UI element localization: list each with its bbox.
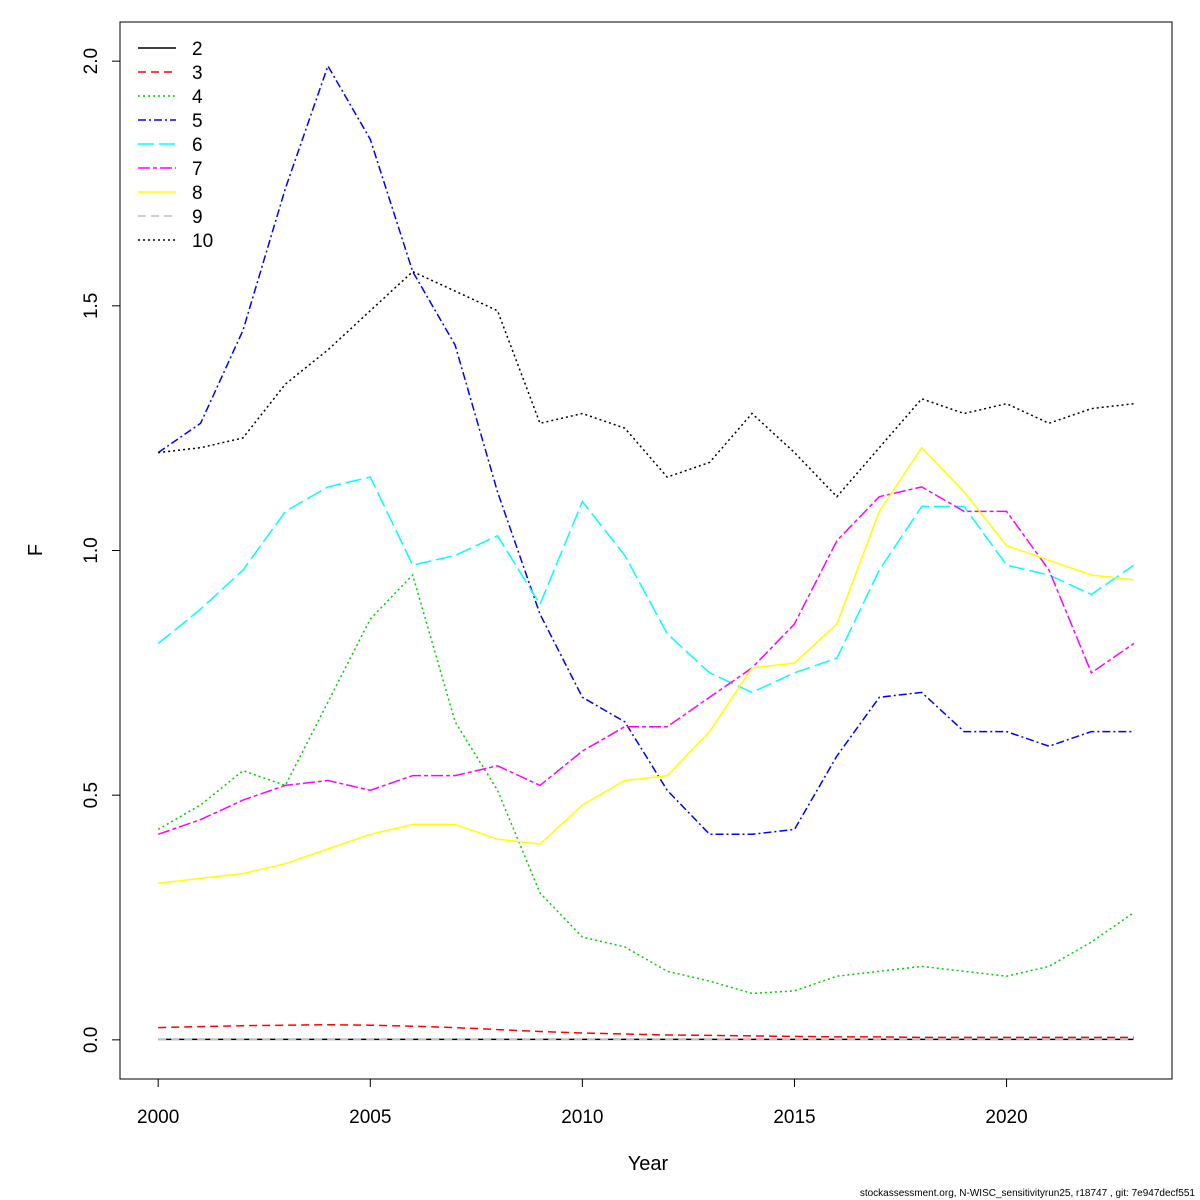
x-tick-label: 2015: [773, 1107, 815, 1128]
legend-label-8: 8: [192, 183, 203, 204]
series-line-7: [157, 486, 1135, 836]
legend-label-3: 3: [192, 63, 203, 84]
y-tick-label: 2.0: [81, 48, 102, 74]
legend-label-4: 4: [192, 87, 203, 108]
y-axis: 0.0 0.5 1.0 1.5 2.0: [81, 48, 121, 1053]
legend-label-5: 5: [192, 111, 203, 132]
legend-label-9: 9: [192, 207, 203, 228]
series-line-8: [158, 446, 1134, 885]
footer-note: stockassessment.org, N-WISC_sensitivityr…: [860, 1188, 1196, 1199]
x-tick-label: 2020: [985, 1107, 1027, 1128]
series-layer: [157, 64, 1135, 1041]
series-line-10: [158, 270, 1134, 498]
legend-label-6: 6: [192, 135, 203, 156]
x-axis: 2000 2005 2010 2015 2020: [137, 1078, 1028, 1128]
series-line-3: [158, 1023, 1134, 1039]
y-tick-label: 0.0: [81, 1027, 102, 1053]
y-axis-title: F: [25, 544, 47, 556]
x-tick-label: 2010: [561, 1107, 603, 1128]
x-axis-title: Year: [628, 1153, 669, 1175]
series-line-5: [157, 64, 1134, 836]
y-tick-label: 1.5: [81, 293, 102, 319]
series-line-4: [157, 573, 1135, 995]
series-line-6: [157, 476, 1135, 694]
legend-label-2: 2: [192, 39, 203, 60]
plot-frame: [119, 21, 1173, 1080]
x-tick-label: 2000: [137, 1107, 179, 1128]
x-tick-label: 2005: [349, 1107, 391, 1128]
y-tick-label: 1.0: [81, 537, 102, 563]
legend-label-10: 10: [192, 231, 213, 252]
legend: 2 3 4 5 6 7 8 9 10: [138, 39, 213, 252]
legend-label-7: 7: [192, 159, 203, 180]
y-tick-label: 0.5: [81, 782, 102, 808]
